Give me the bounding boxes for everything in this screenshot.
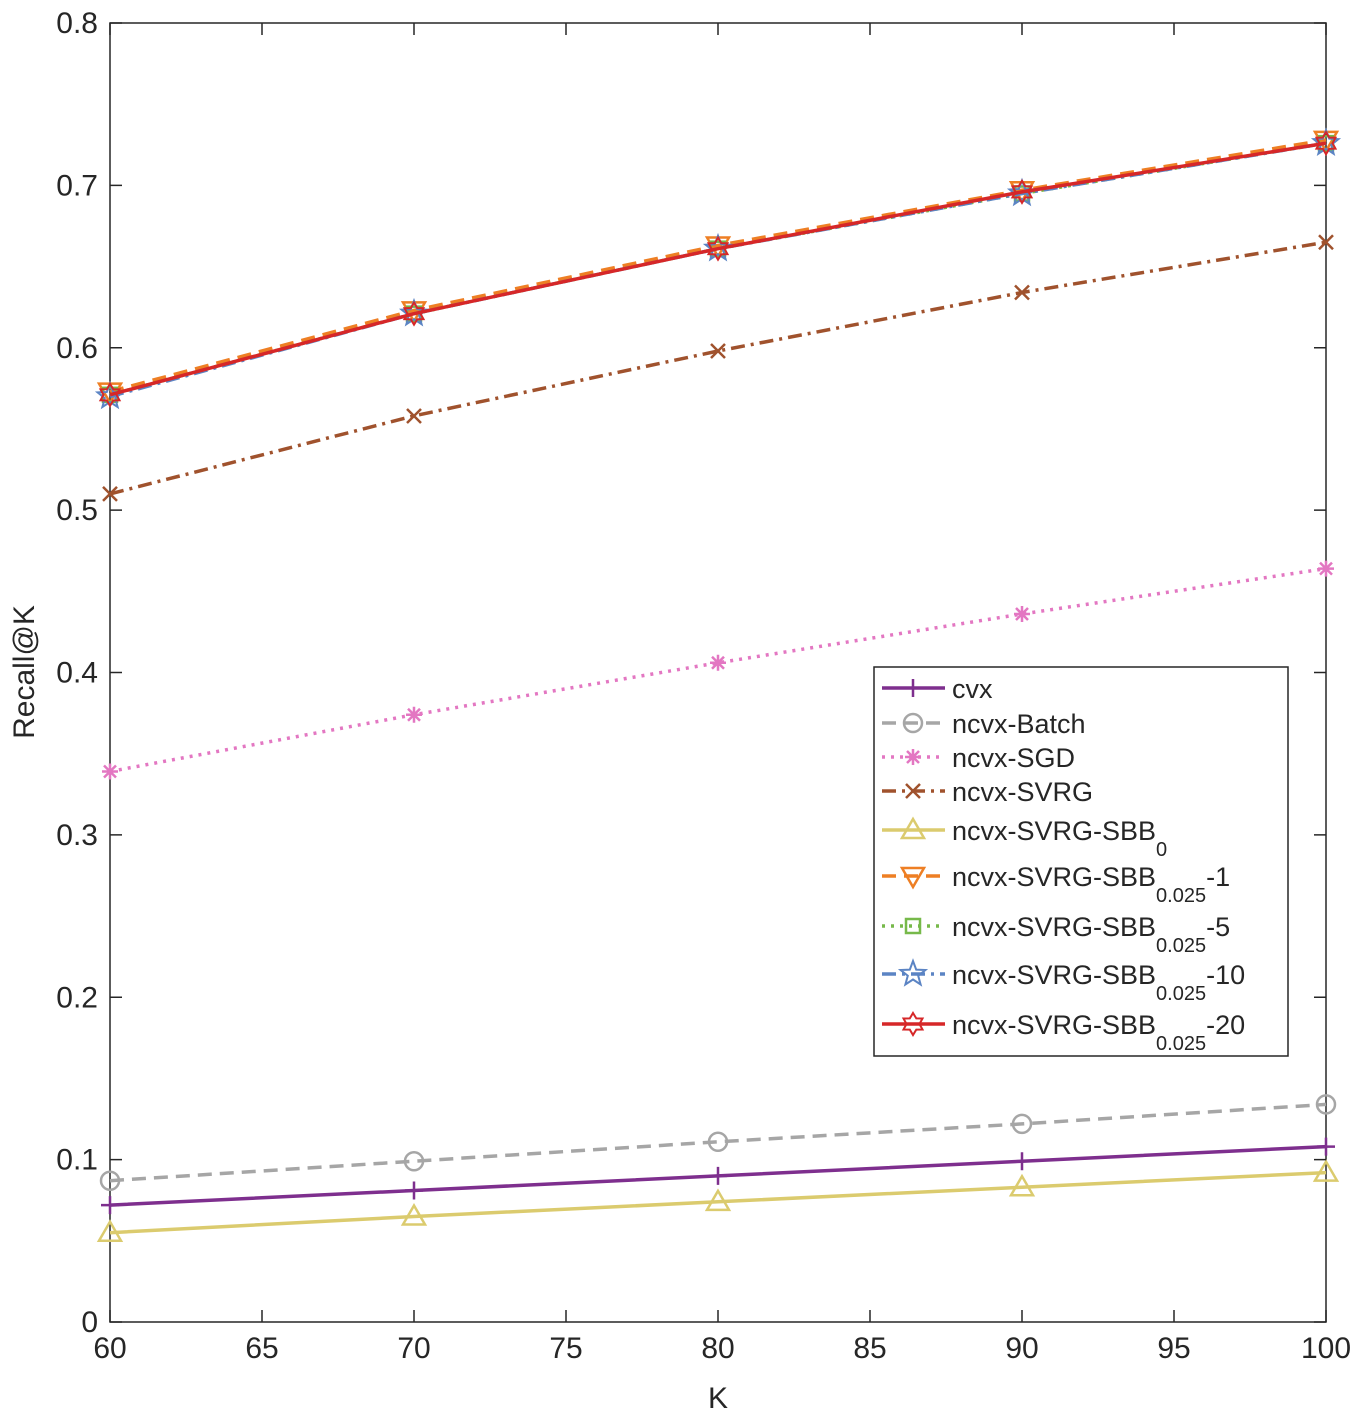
- data-point: [98, 381, 122, 408]
- data-point: [102, 486, 118, 502]
- legend-marker: [905, 749, 921, 765]
- x-tick-label: 65: [245, 1332, 278, 1365]
- legend-marker: [901, 1011, 925, 1037]
- data-point: [1312, 1159, 1340, 1182]
- legend-suffix: -20: [1206, 1010, 1245, 1040]
- legend-subscript: 0.025: [1156, 885, 1206, 907]
- series-line: [109, 240, 1327, 496]
- series-0: [101, 1137, 1335, 1215]
- y-tick-label: 0.7: [56, 169, 98, 202]
- data-point: [707, 1131, 729, 1153]
- y-axis-label: Recall@K: [8, 605, 41, 739]
- legend-subscript: 0.025: [1156, 1033, 1206, 1055]
- data-point: [1314, 130, 1338, 157]
- x-tick-label: 85: [853, 1332, 886, 1365]
- data-point: [710, 654, 726, 671]
- legend-item: cvx: [882, 674, 993, 704]
- legend-label: ncvx-SGD: [952, 743, 1075, 773]
- series-line: [109, 1170, 1327, 1235]
- data-point: [706, 235, 730, 262]
- legend-item: ncvx-SVRG: [882, 777, 1093, 807]
- legend-subscript: 0.025: [1156, 983, 1206, 1005]
- data-point: [405, 1181, 423, 1200]
- legend-box: [873, 666, 1289, 1057]
- x-tick-label: 70: [397, 1332, 430, 1365]
- y-tick-label: 0.2: [56, 981, 98, 1014]
- data-point: [101, 1196, 119, 1215]
- x-tick-label: 95: [1157, 1332, 1190, 1365]
- series-8: [98, 130, 1338, 408]
- x-tick-label: 90: [1005, 1332, 1038, 1365]
- series-4: [96, 1159, 1340, 1242]
- data-point: [1318, 560, 1334, 577]
- data-point: [403, 1150, 425, 1172]
- y-tick-label: 0.6: [56, 332, 98, 365]
- series-3: [102, 234, 1334, 502]
- series-line: [109, 138, 1327, 394]
- y-tick-label: 0.8: [56, 7, 98, 40]
- legend-marker: [897, 958, 929, 987]
- data-point: [1010, 178, 1034, 205]
- axes-layer: 60 65 70 75 80 85 90 95 100 0 0.1 0.2 0.3 0.4 0.5 0.6 0.…: [56, 7, 1351, 1365]
- data-point: [400, 1202, 428, 1226]
- legend-item: ncvx-Batch: [882, 709, 1086, 739]
- legend-subscript: 0: [1156, 839, 1167, 861]
- data-point: [1013, 1152, 1031, 1171]
- x-tick-label: 60: [93, 1332, 126, 1365]
- data-point: [102, 763, 118, 780]
- data-point: [1315, 1094, 1337, 1115]
- y-tick-label: 0.5: [56, 494, 98, 527]
- legend-marker: [904, 679, 922, 697]
- legend-suffix: -10: [1206, 960, 1245, 990]
- data-point: [1014, 606, 1030, 623]
- series-line: [109, 1102, 1327, 1183]
- y-tick-label: 0.3: [56, 819, 98, 852]
- data-point: [96, 1219, 124, 1242]
- legend-item: ncvx-SGD: [882, 743, 1075, 773]
- data-point: [402, 300, 426, 327]
- series-line: [109, 566, 1327, 774]
- x-axis-label: K: [708, 1382, 728, 1415]
- data-point: [1318, 234, 1334, 251]
- data-point: [1008, 1173, 1036, 1197]
- series-2: [102, 560, 1334, 780]
- legend-marker: [904, 917, 922, 935]
- y-tick-label: 0.4: [56, 657, 98, 690]
- data-point: [1014, 284, 1030, 301]
- legend-subscript: 0.025: [1156, 935, 1206, 957]
- data-point: [1317, 1137, 1335, 1156]
- legend-label: ncvx-SVRG: [952, 777, 1093, 807]
- legend-suffix: -5: [1206, 912, 1230, 942]
- legend: cvxncvx-Batchncvx-SGDncvx-SVRGncvx-SVRG-…: [873, 666, 1289, 1057]
- series-line: [109, 141, 1327, 397]
- y-tick-label: 0: [81, 1306, 98, 1339]
- y-tick-label: 0.1: [56, 1144, 98, 1177]
- series-layer: [94, 127, 1342, 1242]
- legend-marker: [902, 712, 924, 734]
- data-point: [406, 408, 422, 424]
- legend-marker: [899, 866, 927, 890]
- data-point: [710, 343, 726, 359]
- legend-suffix: -1: [1206, 862, 1230, 892]
- data-point: [1011, 1113, 1033, 1135]
- data-point: [704, 1188, 732, 1212]
- legend-marker: [899, 816, 927, 840]
- x-tick-label: 80: [701, 1332, 734, 1365]
- legend-marker: [905, 783, 921, 799]
- data-point: [709, 1166, 727, 1185]
- legend-label: ncvx-Batch: [952, 709, 1086, 739]
- x-tick-label: 100: [1301, 1332, 1351, 1365]
- data-point: [406, 706, 422, 723]
- series-1: [99, 1094, 1337, 1191]
- data-point: [99, 1170, 121, 1191]
- legend-label: cvx: [952, 674, 993, 704]
- x-tick-label: 75: [549, 1332, 582, 1365]
